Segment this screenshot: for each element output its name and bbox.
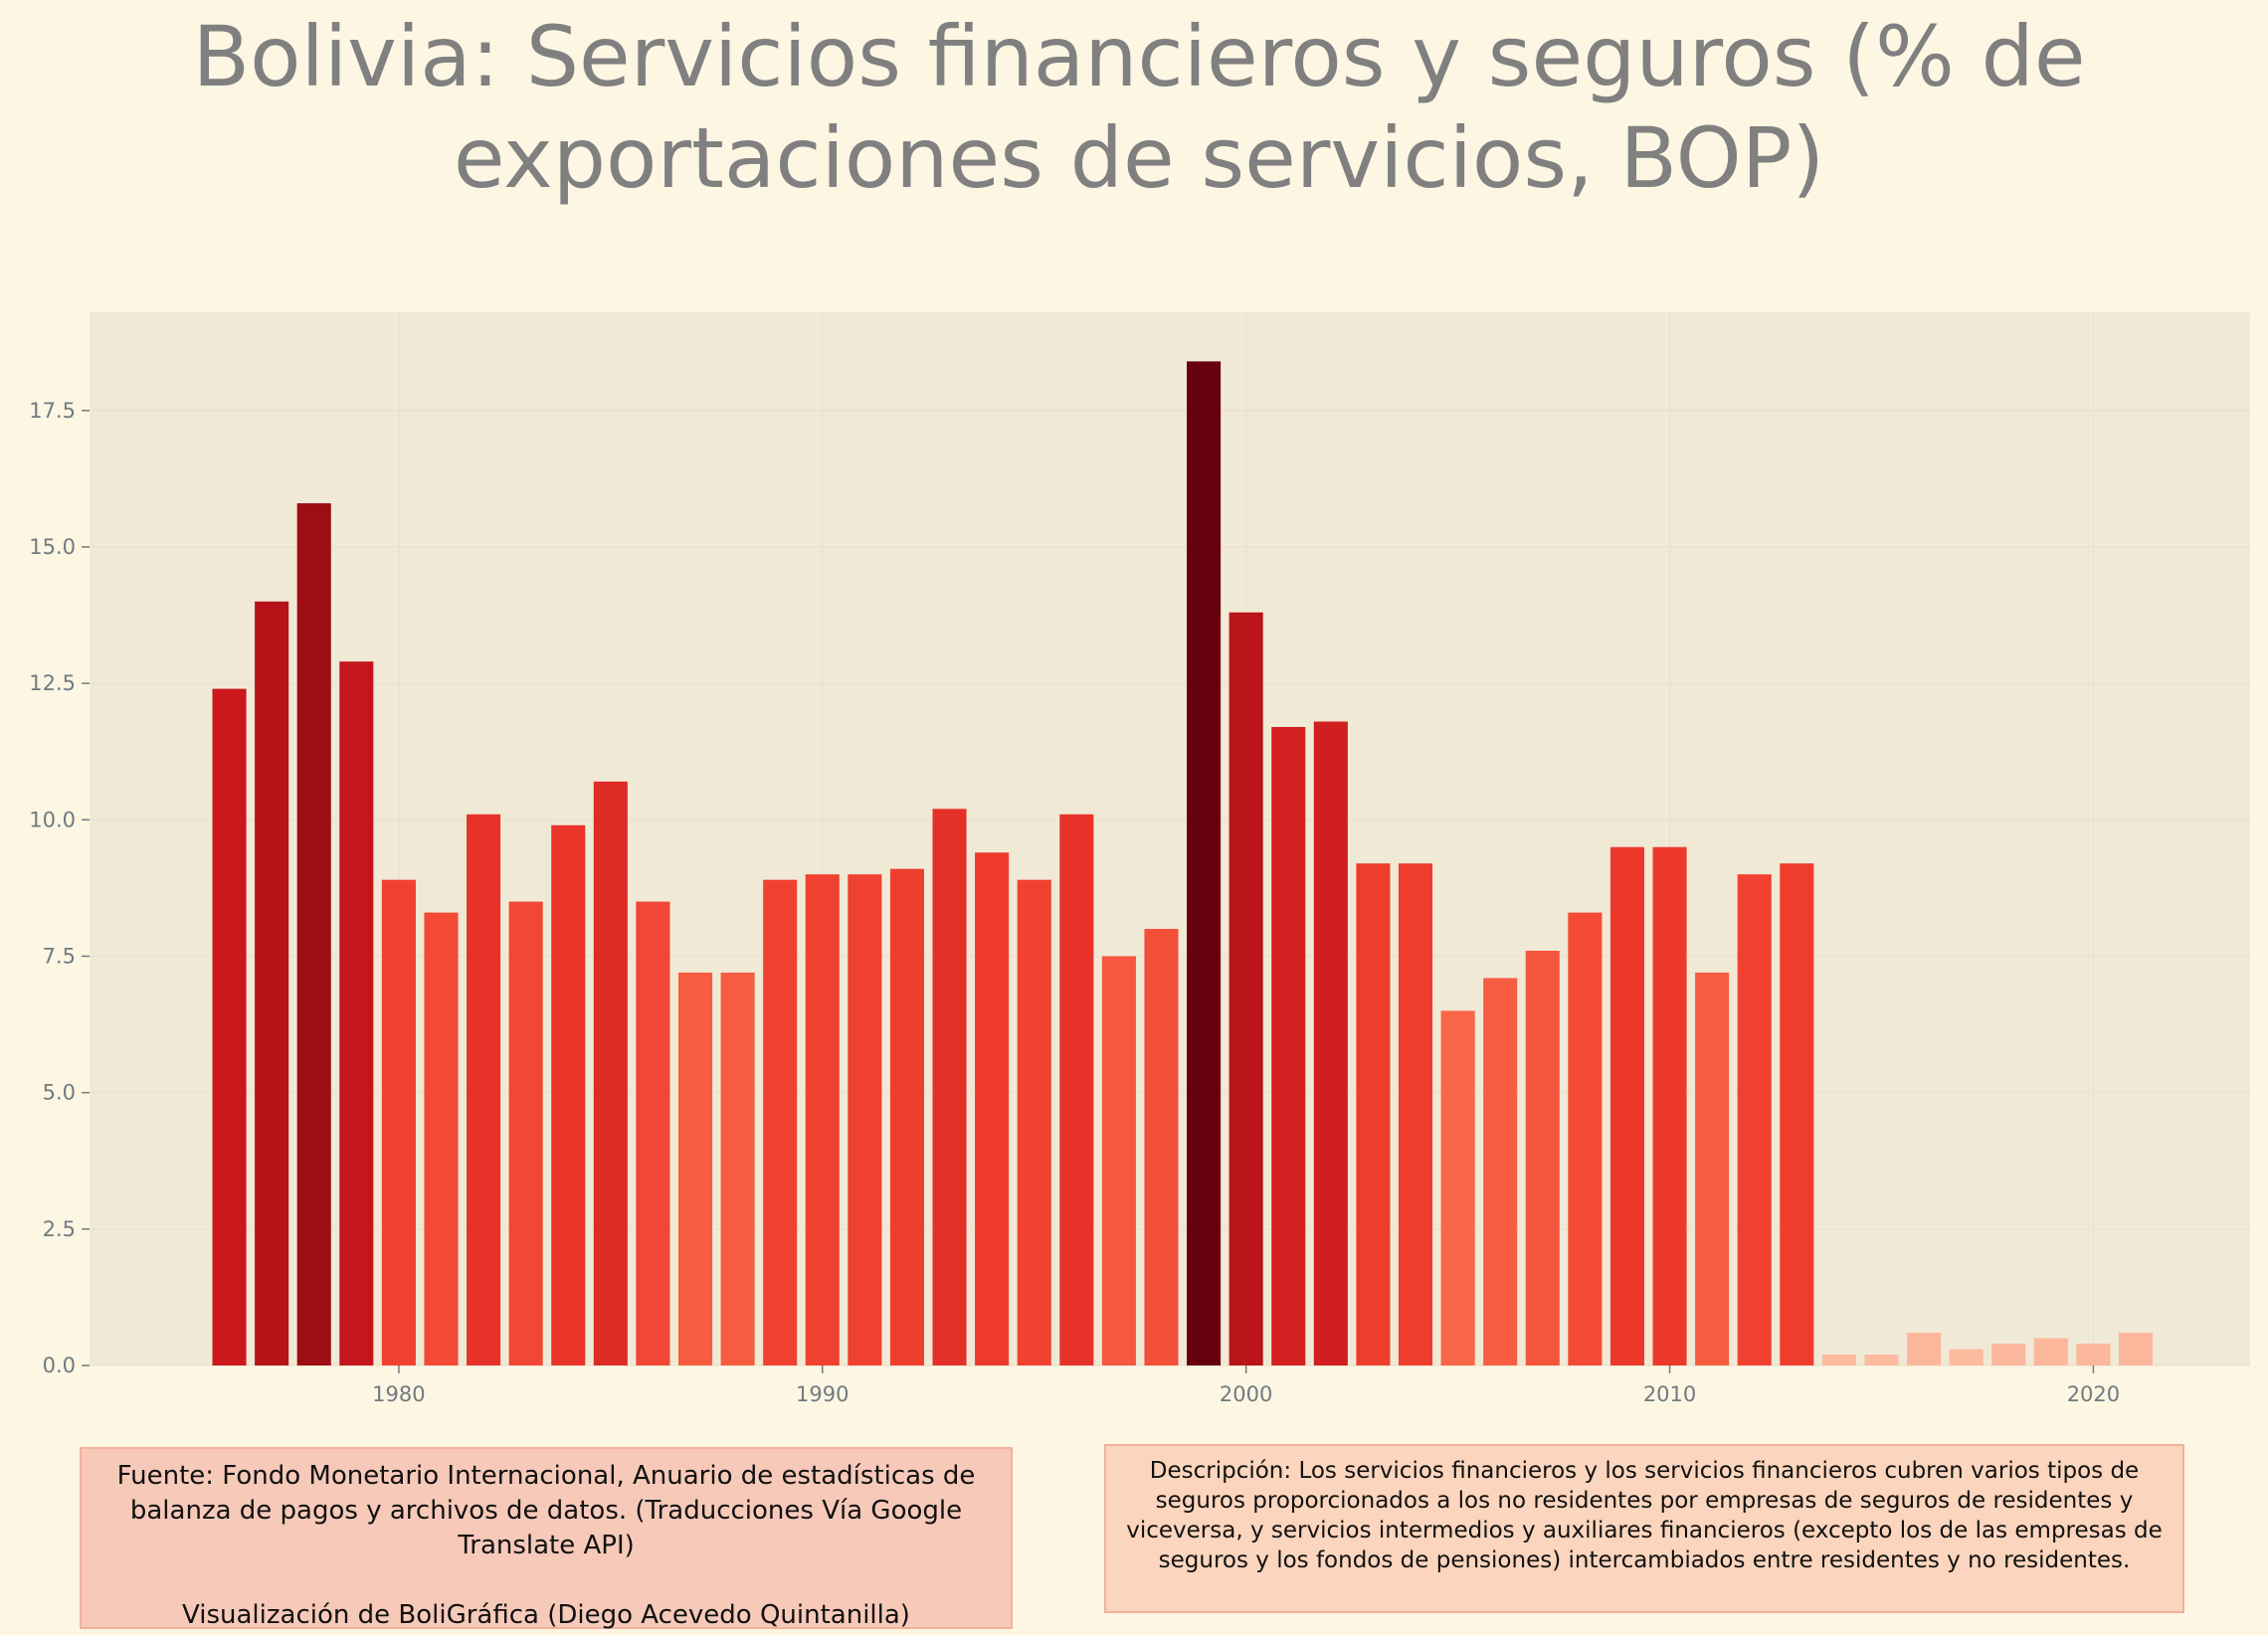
bar-2016 [1907, 1333, 1942, 1365]
y-tick-label: 7.5 [43, 944, 76, 968]
chart-title: Bolivia: Servicios financieros y seguros… [192, 8, 2086, 207]
y-tick-label: 12.5 [29, 671, 76, 695]
x-tick-label: 2000 [1220, 1382, 1272, 1406]
bar-1989 [763, 879, 798, 1365]
bar-2000 [1228, 612, 1263, 1365]
bar-1986 [636, 901, 670, 1365]
bar-1988 [720, 972, 755, 1365]
bar-2007 [1525, 950, 1560, 1365]
x-tick-label: 1980 [372, 1382, 425, 1406]
bar-1999 [1187, 361, 1222, 1365]
y-tick-label: 0.0 [43, 1354, 76, 1377]
y-tick-label: 5.0 [43, 1081, 76, 1105]
description-note: Descripción: Los servicios financieros y… [1104, 1444, 2184, 1613]
bar-1983 [508, 901, 543, 1365]
bar-2001 [1271, 727, 1306, 1365]
bar-1997 [1101, 956, 1136, 1365]
bar-2013 [1780, 863, 1814, 1365]
bar-1980 [381, 879, 416, 1365]
bar-2019 [2033, 1338, 2068, 1365]
bar-1987 [677, 972, 713, 1365]
bar-2018 [1991, 1344, 2026, 1365]
y-tick-label: 15.0 [29, 535, 76, 559]
bar-2017 [1949, 1349, 1984, 1365]
bar-1993 [932, 809, 967, 1365]
axes: 0.0 2.5 5.0 7.5 10.0 12.5 15.0 17.5 1980 1990 2000… [29, 399, 2120, 1406]
bar-2003 [1356, 863, 1391, 1365]
bar-1995 [1017, 879, 1051, 1365]
x-tick-label: 2020 [2067, 1382, 2120, 1406]
bar-1998 [1144, 929, 1179, 1365]
bar-1990 [805, 874, 840, 1365]
bars [212, 361, 2154, 1365]
bar-1994 [975, 852, 1010, 1365]
bar-2011 [1695, 972, 1730, 1365]
bar-1985 [593, 781, 628, 1365]
bar-1984 [551, 824, 586, 1365]
bar-1977 [255, 601, 289, 1365]
bar-2010 [1652, 846, 1687, 1365]
bar-2021 [2118, 1333, 2154, 1365]
bar-1996 [1059, 814, 1094, 1365]
bar-2002 [1313, 721, 1348, 1365]
y-tick-label: 17.5 [29, 399, 76, 423]
bar-2004 [1398, 863, 1433, 1365]
x-tick-label: 1990 [796, 1382, 849, 1406]
bar-1982 [467, 814, 501, 1365]
bar-1992 [889, 868, 924, 1365]
bar-2005 [1440, 1010, 1475, 1365]
bar-2006 [1483, 978, 1518, 1365]
bar-2012 [1737, 874, 1772, 1365]
y-tick-label: 10.0 [29, 808, 76, 831]
bar-2014 [1821, 1355, 1856, 1365]
bar-2008 [1568, 912, 1603, 1365]
bar-2020 [2076, 1344, 2111, 1365]
bar-2009 [1609, 846, 1644, 1365]
bar-1991 [848, 874, 882, 1365]
bar-1981 [424, 912, 459, 1365]
bar-1979 [339, 661, 374, 1365]
bar-2015 [1864, 1355, 1899, 1365]
x-tick-label: 2010 [1643, 1382, 1696, 1406]
bar-1978 [296, 503, 331, 1365]
bar-1976 [212, 688, 247, 1365]
source-note: Fuente: Fondo Monetario Internacional, A… [80, 1447, 1013, 1630]
y-tick-label: 2.5 [43, 1217, 76, 1241]
